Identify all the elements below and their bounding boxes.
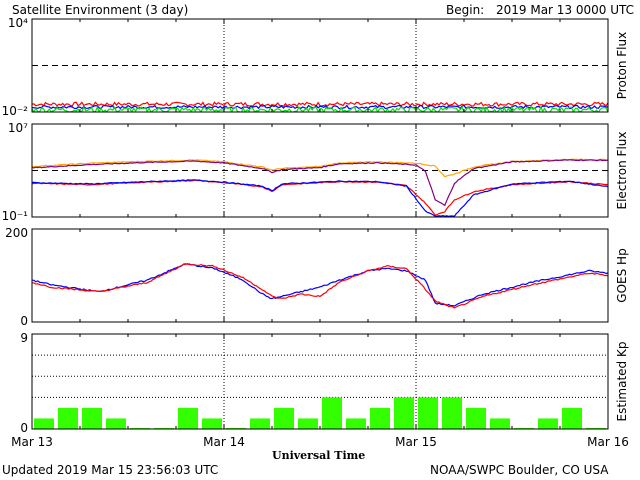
y-tick-label-bottom: 10⁻¹ (2, 209, 29, 223)
series-line-3 (32, 105, 608, 112)
x-tick-label: Mar 15 (395, 435, 437, 449)
series-line-2 (32, 159, 608, 207)
y-axis-label: Electron Flux (615, 132, 629, 210)
panel-2: 10⁷ 10⁻¹ Electron Flux (2, 121, 629, 223)
x-tick-label: Mar 16 (587, 435, 629, 449)
series-line-3 (32, 179, 608, 216)
kp-bar (226, 427, 246, 429)
panel-data-3 (32, 263, 608, 309)
y-tick-label-top: 10⁷ (8, 121, 28, 135)
kp-bar (106, 418, 126, 429)
kp-bar (82, 407, 102, 429)
kp-bar (442, 397, 462, 429)
panel-frame (31, 123, 609, 218)
x-tick-label: Mar 13 (11, 435, 53, 449)
kp-bar (466, 407, 486, 429)
x-tick-label: Mar 14 (203, 435, 245, 449)
kp-bar (298, 418, 318, 429)
kp-bar (322, 397, 342, 429)
y-axis-label: Estimated Kp (615, 342, 629, 422)
panel-frame (31, 333, 609, 430)
begin-label: Begin: (446, 3, 485, 17)
credit-text: NOAA/SWPC Boulder, CO USA (430, 463, 609, 477)
y-tick-label-top: 200 (5, 226, 28, 240)
updated-timestamp: Updated 2019 Mar 15 23:56:03 UTC (2, 463, 219, 477)
panel-data-4 (34, 397, 606, 429)
x-axis-label: Universal Time (272, 449, 366, 462)
kp-bar (538, 418, 558, 429)
y-axis-label: GOES Hp (615, 248, 629, 302)
panel-data-2 (32, 158, 608, 217)
kp-bar (34, 418, 54, 429)
y-tick-label-top: 10⁴ (8, 16, 28, 30)
panel-frame (31, 228, 609, 323)
kp-bar (202, 418, 222, 429)
kp-bar (490, 418, 510, 429)
kp-bar (394, 397, 414, 429)
y-tick-label-bottom: 0 (20, 314, 28, 328)
kp-bar (418, 397, 438, 429)
begin-value: 2019 Mar 13 0000 UTC (496, 3, 635, 17)
kp-bar (514, 427, 534, 429)
kp-bar (178, 407, 198, 429)
kp-bar (562, 407, 582, 429)
y-axis-label: Proton Flux (615, 32, 629, 99)
series-line-1 (32, 263, 608, 307)
panel-data-1 (32, 101, 608, 112)
panel-1: 10⁴ 10⁻² Proton Flux (2, 16, 629, 118)
kp-bar (586, 427, 606, 429)
series-line-4 (32, 179, 608, 217)
kp-bar (58, 407, 78, 429)
kp-bar (250, 418, 270, 429)
panel-4: 9 0 Estimated Kp (20, 331, 629, 435)
y-tick-label-bottom: 0 (20, 421, 28, 435)
panel-frame (31, 18, 609, 113)
kp-bar (370, 407, 390, 429)
kp-bar (154, 427, 174, 429)
y-tick-label-bottom: 10⁻² (2, 104, 29, 118)
kp-bar (274, 407, 294, 429)
kp-bar (346, 418, 366, 429)
series-line-1 (32, 101, 608, 108)
kp-bar (130, 427, 150, 429)
plot-title: Satellite Environment (3 day) (12, 3, 189, 17)
panel-3: 200 0 GOES Hp (5, 226, 629, 328)
y-tick-label-top: 9 (20, 331, 28, 345)
series-line-2 (32, 263, 608, 309)
